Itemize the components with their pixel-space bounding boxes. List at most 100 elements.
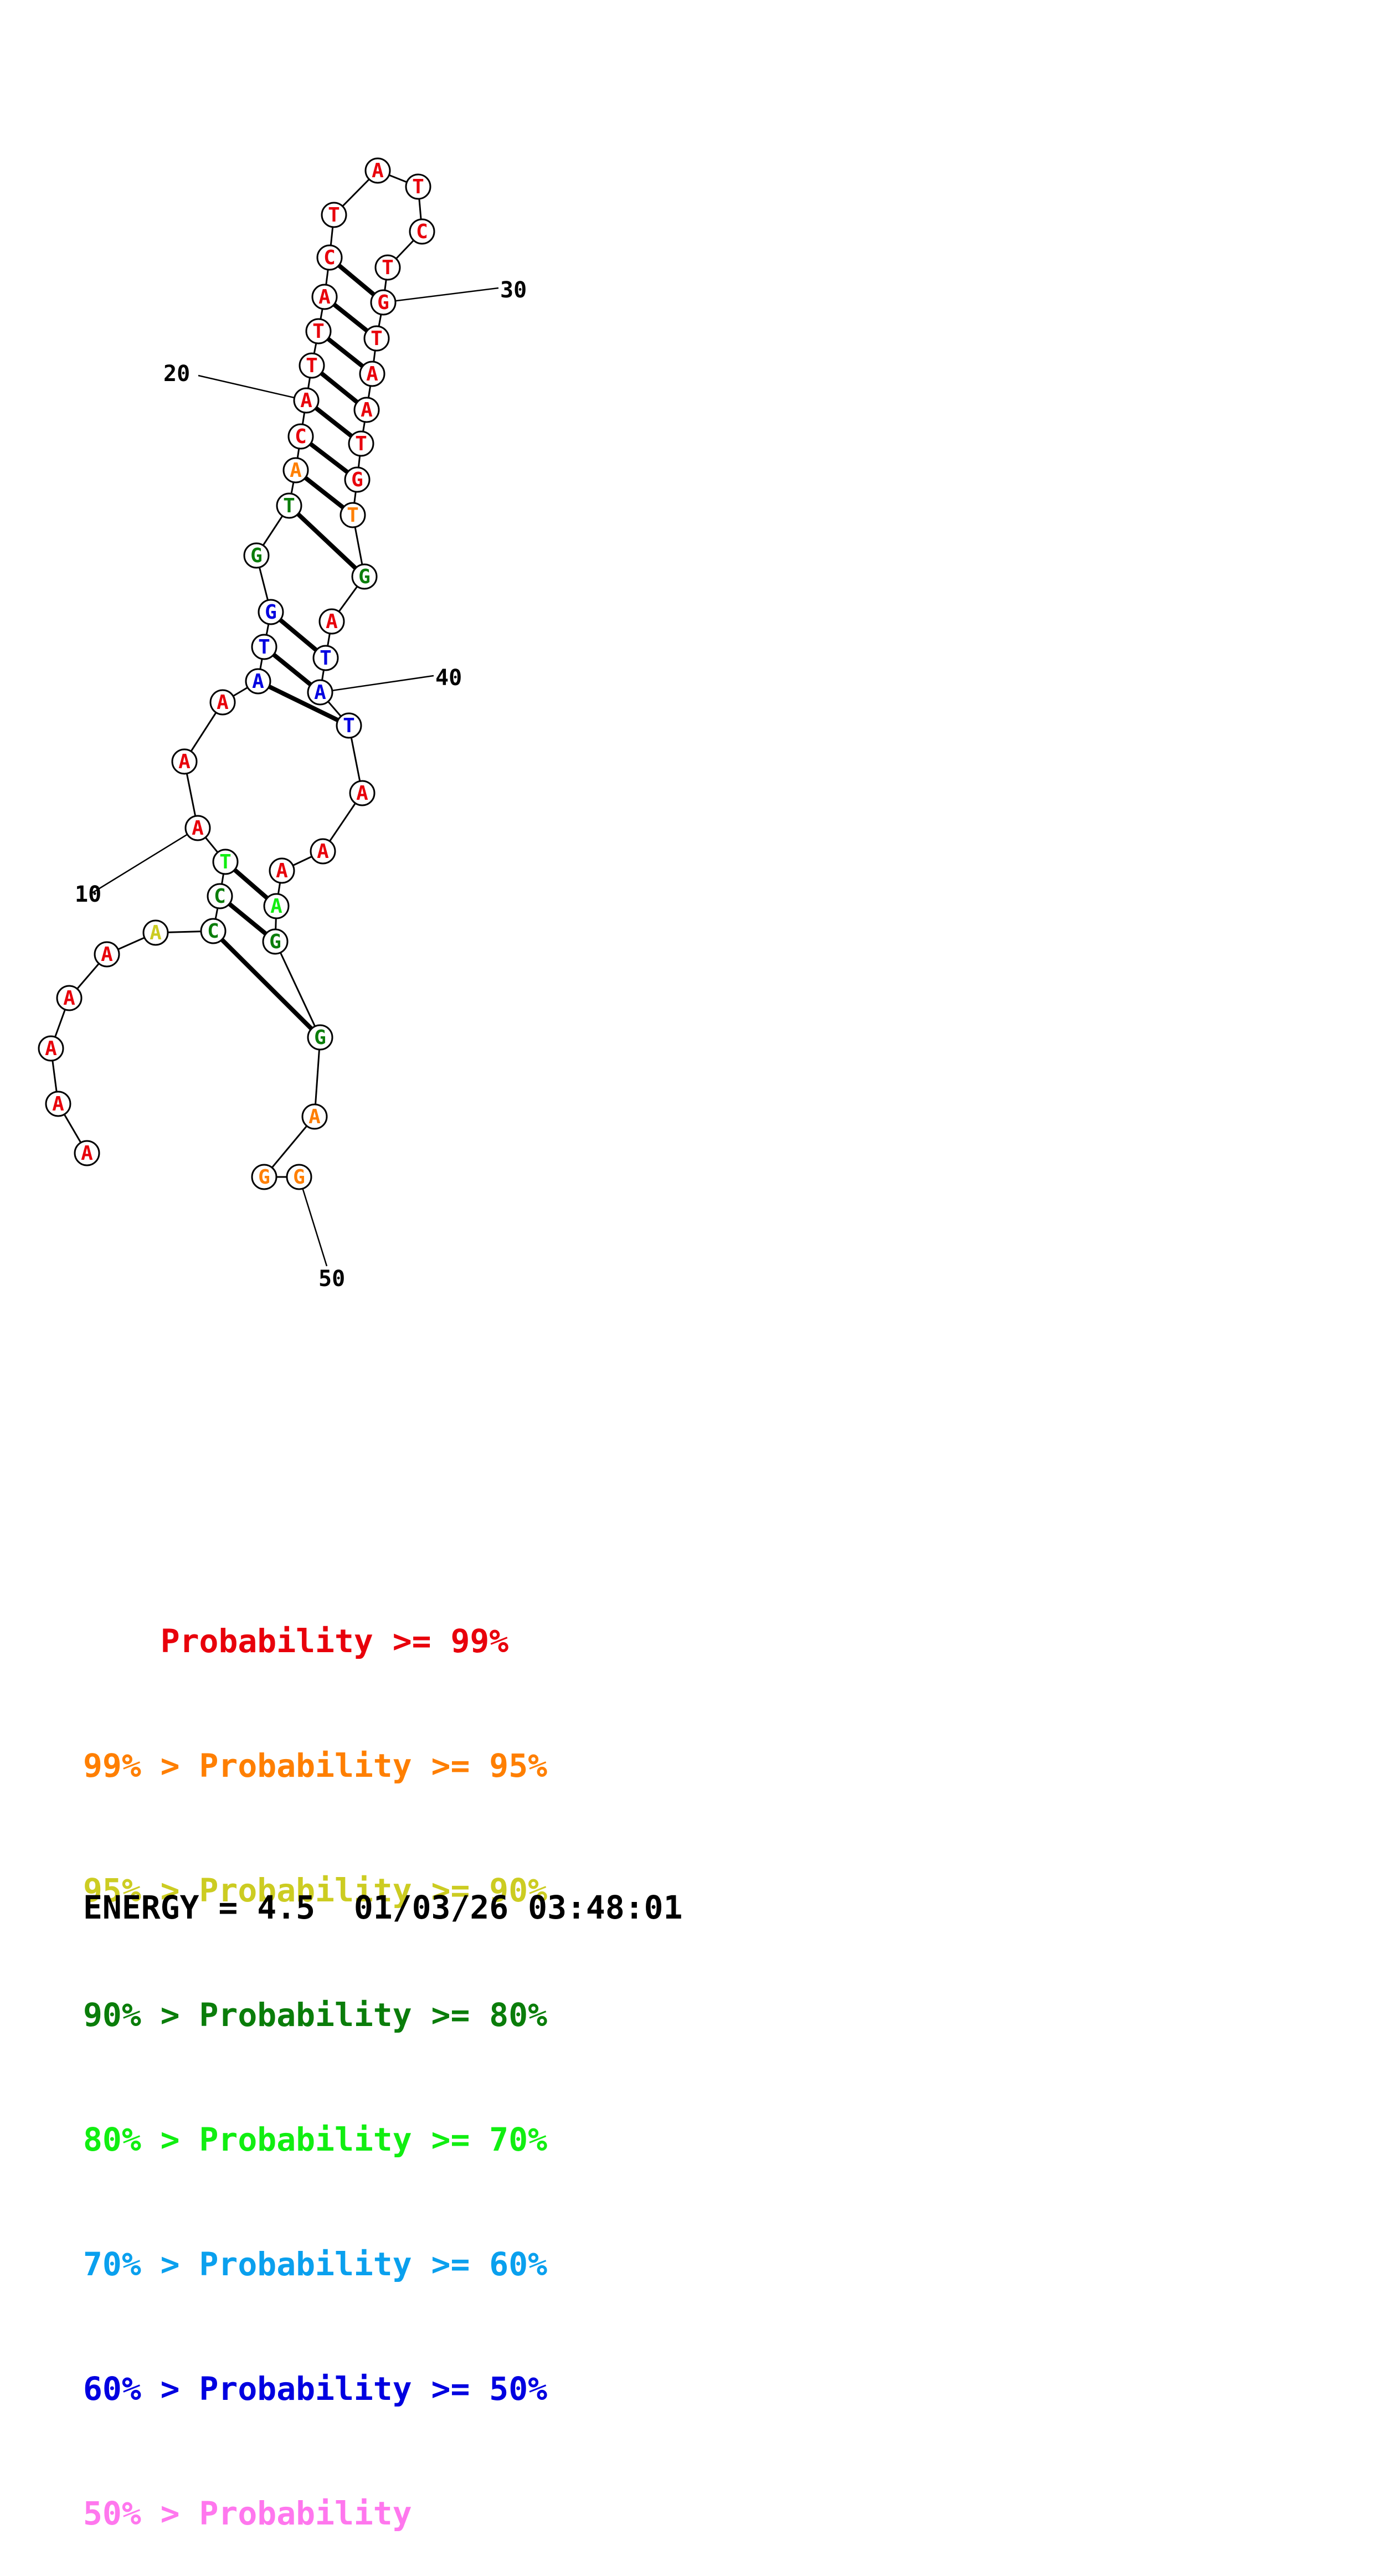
nucleotide-circle <box>312 645 339 671</box>
nucleotide-letter: T <box>412 176 424 198</box>
nucleotide-letter: A <box>361 399 373 421</box>
nucleotide-node: G <box>243 542 270 569</box>
nucleotide-node: A <box>263 893 290 919</box>
nucleotide-circle <box>318 608 345 635</box>
index-labels: 10 20 30 40 50 <box>75 277 527 1292</box>
legend-text: Probability >= 70% <box>199 2121 548 2158</box>
nucleotide-letter: G <box>258 1166 270 1189</box>
nucleotide-circle <box>364 157 391 184</box>
nucleotide-node: T <box>276 492 302 519</box>
nucleotide-node: A <box>56 985 83 1011</box>
base-pair-bond <box>257 679 350 728</box>
nucleotide-node: C <box>287 423 314 450</box>
legend-row: 99% > Probability >= 95% <box>83 1745 547 1787</box>
legend-row: 60% > Probability >= 50% <box>83 2368 547 2410</box>
nucleotide-node: A <box>142 919 169 946</box>
nucleotide-circle <box>363 325 390 352</box>
nucleotide-node: T <box>305 318 332 345</box>
legend-row: 80% > Probability >= 70% <box>83 2119 547 2161</box>
nucleotide-letter: T <box>328 204 340 227</box>
nucleotide-letter: A <box>45 1037 57 1060</box>
nucleotide-node: C <box>207 883 233 909</box>
nucleotide-circle <box>405 173 431 200</box>
nucleotide-node: A <box>353 397 380 423</box>
legend-prefix: 60% > <box>83 2370 199 2408</box>
nucleotide-circle <box>212 849 239 875</box>
nucleotide-letter: A <box>356 782 368 805</box>
nucleotide-node: A <box>310 838 336 865</box>
nucleotide-circle <box>207 883 233 909</box>
nucleotide-letter: G <box>250 544 263 567</box>
nucleotide-letter: C <box>207 920 219 943</box>
nucleotide-circle <box>251 1164 277 1190</box>
nucleotide-node: A <box>245 668 271 695</box>
nucleotide-node: A <box>171 748 198 775</box>
nucleotide-node: T <box>251 634 277 660</box>
nucleotide-circle <box>348 430 374 457</box>
nucleotide-node: A <box>74 1140 100 1166</box>
nucleotide-letter: T <box>343 714 355 737</box>
index-leader-line <box>198 374 307 402</box>
nucleotide-circle <box>269 857 295 884</box>
nucleotide-node: A <box>293 387 320 414</box>
nucleotide-node: A <box>349 780 376 806</box>
nucleotide-node: A <box>311 284 338 310</box>
nucleotide-letter: A <box>372 160 384 182</box>
nucleotide-circle <box>251 634 277 660</box>
nucleotide-letter: T <box>312 320 325 343</box>
index-label: 10 <box>75 882 101 907</box>
legend-prefix: 50% > <box>83 2495 199 2532</box>
base-pair-bonds <box>212 255 385 1039</box>
nucleotide-circle <box>310 838 336 865</box>
nucleotide-circle <box>258 599 284 625</box>
nucleotide-node: G <box>344 466 371 493</box>
nucleotide-node: T <box>374 254 401 281</box>
legend-row: 70% > Probability >= 60% <box>83 2244 547 2285</box>
index-label: 20 <box>163 361 190 387</box>
nucleotide-circle <box>209 689 236 716</box>
nucleotide-node: A <box>45 1091 71 1117</box>
nucleotide-node: T <box>212 849 239 875</box>
legend-text: Probability >= 60% <box>199 2245 548 2283</box>
nucleotide-letter: A <box>150 922 162 944</box>
nucleotide-node: G <box>262 928 289 955</box>
nucleotide-letter: A <box>366 363 378 385</box>
nucleotide-node: A <box>282 457 309 484</box>
nucleotide-node: G <box>286 1164 312 1190</box>
nucleotide-node: T <box>312 645 339 671</box>
legend-prefix: 95% > <box>83 1871 199 1909</box>
nucleotide-circle <box>171 748 198 775</box>
index-label: 30 <box>500 277 527 303</box>
nucleotide-node: T <box>321 202 347 228</box>
legend-text: Probability >= 95% <box>199 1747 548 1785</box>
nucleotide-circle <box>243 542 270 569</box>
nucleotide-letter: C <box>214 885 226 908</box>
index-label: 40 <box>435 665 462 691</box>
nucleotide-node: C <box>200 918 227 944</box>
nucleotide-circle <box>307 1024 333 1051</box>
nucleotide-node: T <box>363 325 390 352</box>
nucleotide-letter: A <box>290 459 302 482</box>
legend-text: Probability <box>199 2495 412 2532</box>
nucleotide-circle <box>316 244 343 271</box>
nucleotide-letter: A <box>317 840 329 863</box>
nucleotide-letter: G <box>265 601 277 624</box>
nucleotide-node: G <box>307 1024 333 1051</box>
probability-legend: Probability >= 99% 99% > Probability >= … <box>83 1538 547 2576</box>
nucleotide-node: A <box>359 361 385 387</box>
nucleotide-node: A <box>301 1103 328 1130</box>
nucleotide-circle <box>282 457 309 484</box>
legend-prefix: 99% > <box>83 1747 199 1785</box>
nucleotide-node: T <box>340 502 366 528</box>
nucleotide-node: T <box>336 712 362 739</box>
nucleotide-letter: G <box>269 930 281 953</box>
nucleotide-letter: G <box>358 565 371 588</box>
legend-text: Probability >= 90% <box>199 1871 548 1909</box>
nucleotide-letter: A <box>300 389 312 412</box>
nucleotide-circle <box>353 397 380 423</box>
nucleotide-node: C <box>409 218 435 245</box>
nucleotide-letter: C <box>323 246 336 269</box>
nucleotide-node: T <box>348 430 374 457</box>
backbone-lines <box>50 169 423 1178</box>
